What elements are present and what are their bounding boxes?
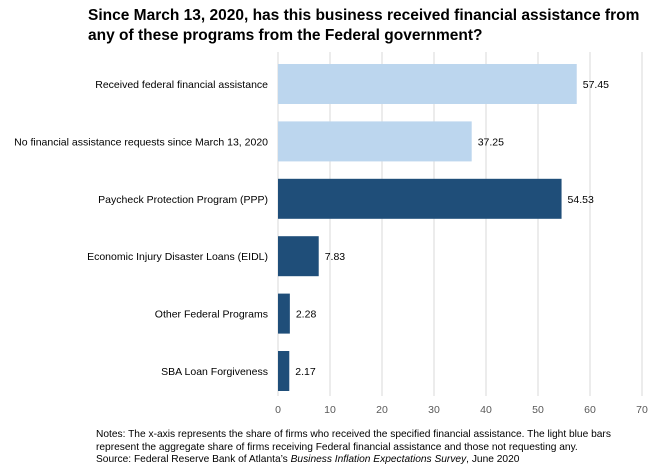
category-label: No financial assistance requests since M…: [14, 136, 268, 148]
category-label: Received federal financial assistance: [95, 79, 268, 91]
category-label: Other Federal Programs: [155, 309, 268, 321]
bar: [278, 293, 290, 334]
value-label: 7.83: [325, 251, 346, 263]
source-suffix: , June 2020: [466, 454, 520, 465]
bar: [278, 236, 319, 277]
x-tick-label: 60: [584, 404, 596, 416]
source-prefix: Source: Federal Reserve Bank of Atlanta’…: [96, 454, 291, 465]
survey-name: Business Inflation Expectations Survey: [290, 454, 467, 465]
value-labels: 57.45 37.25 54.53 7.83 2.28 2.17: [295, 79, 609, 378]
value-label: 37.25: [478, 136, 504, 148]
category-label: SBA Loan Forgiveness: [161, 366, 268, 378]
x-tick-label: 10: [324, 404, 336, 416]
source-line: Source: Federal Reserve Bank of Atlanta’…: [96, 454, 651, 467]
value-label: 2.28: [296, 309, 317, 321]
x-axis-ticks: 0 10 20 30 40 50 60 70: [275, 404, 648, 416]
value-label: 2.17: [295, 366, 316, 378]
x-tick-label: 30: [428, 404, 440, 416]
x-tick-label: 40: [480, 404, 492, 416]
bar: [278, 121, 472, 162]
notes-text: Notes: The x-axis represents the share o…: [96, 429, 611, 453]
chart-notes: Notes: The x-axis represents the share o…: [96, 429, 651, 467]
category-labels: Received federal financial assistance No …: [14, 79, 268, 378]
x-tick-label: 0: [275, 404, 281, 416]
x-tick-label: 50: [532, 404, 544, 416]
bars: [278, 64, 577, 391]
value-label: 54.53: [568, 194, 594, 206]
bar: [278, 64, 577, 104]
chart-title: Since March 13, 2020, has this business …: [88, 7, 640, 44]
category-label: Paycheck Protection Program (PPP): [98, 194, 268, 206]
bar: [278, 351, 290, 391]
category-label: Economic Injury Disaster Loans (EIDL): [87, 251, 268, 263]
grid-lines: [277, 52, 643, 396]
value-label: 57.45: [583, 79, 609, 91]
x-tick-label: 70: [636, 404, 648, 416]
bar: [278, 178, 562, 219]
x-tick-label: 20: [376, 404, 388, 416]
